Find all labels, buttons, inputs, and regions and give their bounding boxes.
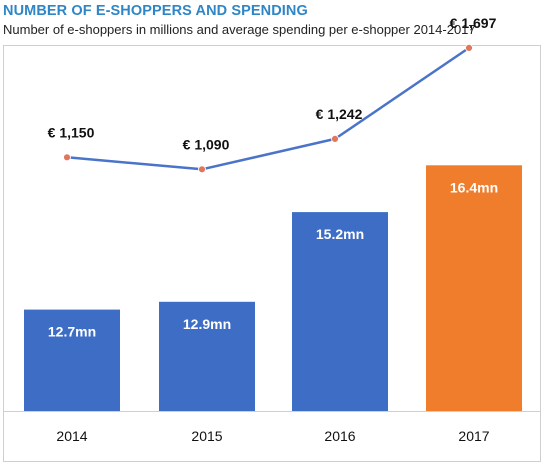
line-point-2016 (331, 134, 339, 143)
bar-label-2015: 12.9mn (183, 316, 231, 332)
line-point-2015 (198, 165, 206, 174)
x-tick-label-2014: 2014 (56, 428, 87, 444)
x-tick-label-2017: 2017 (458, 428, 489, 444)
line-label-2016: € 1,242 (316, 106, 363, 122)
line-label-2015: € 1,090 (183, 136, 230, 152)
chart-frame (3, 45, 541, 462)
line-point-2014 (63, 153, 71, 162)
bar-2015 (159, 301, 255, 411)
x-tick-label-2016: 2016 (324, 428, 355, 444)
bar-2016 (292, 212, 388, 411)
bar-label-2016: 15.2mn (316, 226, 364, 242)
chart-title: NUMBER OF E-SHOPPERS AND SPENDING (3, 3, 308, 19)
bar-label-2014: 12.7mn (48, 324, 96, 340)
line-point-2017 (465, 44, 473, 52)
line-spending (66, 46, 470, 171)
bar-label-2017: 16.4mn (450, 179, 498, 195)
chart-subtitle: Number of e-shoppers in millions and ave… (3, 22, 476, 37)
line-label-2014: € 1,150 (48, 124, 95, 140)
bar-2017 (426, 165, 522, 411)
bar-2014 (24, 309, 120, 411)
x-tick-label-2015: 2015 (191, 428, 222, 444)
line-label-2017: € 1,697 (450, 15, 497, 31)
